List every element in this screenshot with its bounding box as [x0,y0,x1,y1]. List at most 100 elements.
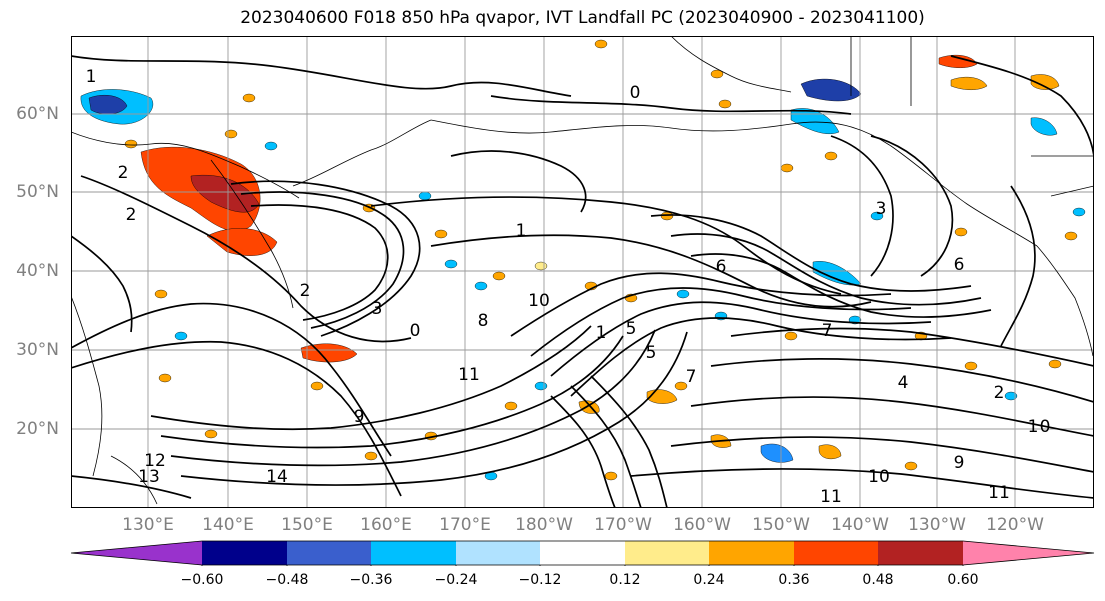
contour-label: 12 [144,451,166,471]
contour-label: 7 [686,367,697,387]
ivt-contour-line [530,287,912,357]
map-frame [71,36,1094,508]
colorbar-tick-label: −0.60 [180,572,224,588]
contour-label: 5 [646,343,657,363]
colorbar-cell [625,541,709,565]
contour-label: 2 [300,281,311,301]
lat-label-20n: 20°N [16,419,59,439]
moisture-anomaly-spot [124,139,138,149]
moisture-anomaly-spot [1072,207,1086,217]
contour-label: 3 [876,199,887,219]
contour-label: 5 [626,319,637,339]
contour-label: 2 [118,163,129,183]
coastline [110,455,158,505]
moisture-anomaly-spot [594,39,608,49]
moisture-anomaly-spot [780,163,794,173]
contour-label: 11 [988,483,1010,503]
lon-label-130e: 130°E [122,515,174,535]
coastline [292,119,432,187]
moisture-anomaly-spot [964,361,978,371]
ivt-contour-line [550,301,932,377]
contour-label: 10 [868,467,890,487]
ivt-contour-line [490,95,852,115]
contour-label: 13 [138,467,160,487]
ivt-contour-line [71,55,572,97]
contour-label: 9 [354,407,365,427]
colorbar-tick-label: −0.48 [265,572,309,588]
colorbar-cell [878,541,963,565]
moisture-anomaly-spot [674,381,688,391]
colorbar-tick-label: 0.36 [778,572,810,588]
ivt-contour-line [590,375,668,508]
moisture-anomaly-spot [492,271,506,281]
ivt-contour-line [150,325,592,431]
coastline [430,119,792,134]
moisture-anomaly-spot [434,229,448,239]
coastlines [71,36,1094,505]
colorbar-cell [287,541,371,565]
moisture-anomaly-spot [504,401,518,411]
ivt-contour-line [80,175,412,343]
lon-label-150e: 150°E [281,515,333,535]
ivt-contour-line [71,235,133,333]
ivt-contour-line [250,204,389,321]
lon-label-160e: 160°E [360,515,412,535]
moisture-anomaly-area [938,54,978,68]
colorbar-tick-label: −0.36 [349,572,393,588]
lat-label-50n: 50°N [16,182,59,202]
colorbar-tick-label: 0.12 [609,572,641,588]
moisture-anomaly-area [760,443,794,463]
contour-label: 6 [716,257,727,277]
contour-label: 1 [516,221,527,241]
ivt-contour-line [240,191,405,329]
ivt-contour-line [450,150,587,213]
moisture-anomaly-spot [474,281,488,291]
lon-label-160w: 160°W [673,515,731,535]
lon-label-170e: 170°E [439,515,491,535]
coastline [210,159,294,309]
colorbar-tick-label: −0.12 [518,572,562,588]
qvapor-shading [80,39,1086,481]
ivt-contours [71,55,1094,508]
contour-label: 3 [372,299,383,319]
coastline [850,36,1094,197]
moisture-anomaly-spot [954,227,968,237]
ivt-contour-line [71,475,192,499]
moisture-anomaly-area [812,261,862,286]
contour-label: 6 [954,255,965,275]
colorbar-tick-label: 0.48 [862,572,894,588]
moisture-anomaly-spot [310,381,324,391]
colorbar-cell [456,541,540,565]
ivt-contour-line [710,358,1094,403]
lat-label-40n: 40°N [16,261,59,281]
colorbar-cell [540,541,625,565]
moisture-anomaly-spot [604,471,618,481]
colorbar-cell [202,541,287,565]
moisture-anomaly-spot [534,261,548,271]
ivt-contour-line [230,180,421,337]
ivt-contour-line [170,329,656,467]
lat-label-30n: 30°N [16,340,59,360]
colorbar-extend-high [963,541,1094,565]
coastline [71,131,300,199]
lon-label-180w: 180°W [515,515,573,535]
moisture-anomaly-spot [174,331,188,341]
ivt-contour-line [690,253,992,318]
moisture-anomaly-area [950,76,988,90]
coastline [1036,245,1094,357]
moisture-anomaly-spot [534,381,548,391]
moisture-anomaly-spot [418,191,432,201]
contour-label: 2 [994,383,1005,403]
moisture-anomaly-spot [718,99,732,109]
colorbar-tick-label: 0.60 [947,572,979,588]
contour-label: 11 [820,487,842,507]
ivt-contour-line [730,327,1094,367]
moisture-anomaly-area [818,444,842,460]
ivt-contour-line [570,385,642,508]
lon-label-120w: 120°W [986,515,1044,535]
contour-label: 9 [954,453,965,473]
coastline [670,36,792,93]
contour-label: 1 [596,323,607,343]
contour-label: 10 [528,291,550,311]
